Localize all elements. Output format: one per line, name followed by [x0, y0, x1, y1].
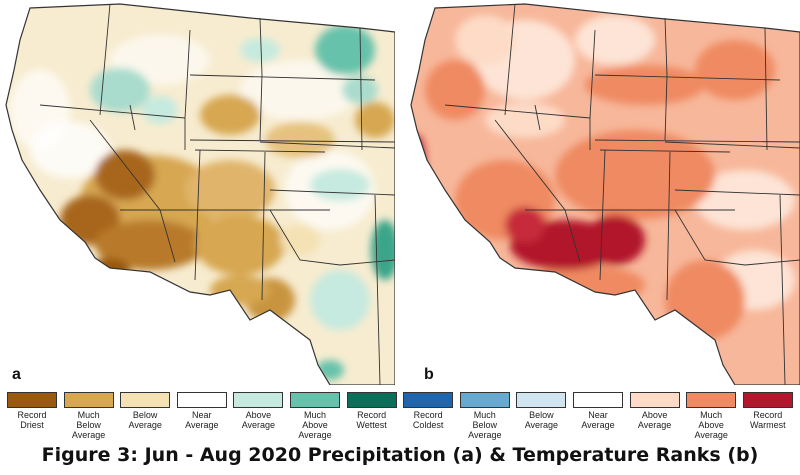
figure-caption: Figure 3: Jun - Aug 2020 Precipitation (… [41, 444, 759, 466]
legend-swatch [629, 392, 680, 408]
legend-item: Much Below Average [459, 392, 510, 440]
precipitation-map-svg [0, 0, 395, 385]
legend-label: Much Below Average [468, 410, 502, 440]
color-legend: Record Driest Much Below Average Below Ave… [7, 392, 797, 442]
legend-swatch [573, 392, 623, 408]
legend-item: Record Driest [7, 392, 57, 430]
legend-item: Above Average [629, 392, 680, 430]
panel-label-b: b [424, 366, 434, 383]
legend-item: Record Wettest [346, 392, 397, 430]
legend-swatch [403, 392, 454, 408]
legend-swatch [233, 392, 284, 408]
temperature-map-svg [405, 0, 800, 385]
legend-item: Below Average [516, 392, 567, 430]
legend-label: Record Warmest [749, 410, 786, 430]
legend-item: Record Warmest [742, 392, 793, 430]
legend-item: Record Coldest [403, 392, 454, 430]
panel-label-a: a [12, 366, 21, 383]
legend-label: Below Average [524, 410, 559, 430]
legend-label: Near Average [581, 410, 615, 430]
legend-label: Much Above Average [298, 410, 332, 440]
legend-swatch [63, 392, 114, 408]
legend-label: Record Coldest [412, 410, 444, 430]
legend-swatch [742, 392, 793, 408]
legend-label: Much Above Average [694, 410, 728, 440]
legend-swatch [346, 392, 397, 408]
legend-swatch [7, 392, 57, 408]
legend-item: Below Average [120, 392, 171, 430]
legend-swatch [120, 392, 171, 408]
legend-label: Record Driest [17, 410, 47, 430]
legend-swatch [459, 392, 510, 408]
legend-item: Near Average [573, 392, 623, 430]
legend-swatch [686, 392, 737, 408]
legend-label: Near Average [185, 410, 219, 430]
legend-item: Near Average [176, 392, 227, 430]
legend-item: Much Above Average [290, 392, 340, 440]
legend-swatch [516, 392, 567, 408]
legend-swatch [290, 392, 340, 408]
temperature-rank-map [405, 0, 800, 385]
legend-item: Much Below Average [63, 392, 114, 440]
legend-swatch [176, 392, 227, 408]
legend-label: Below Average [128, 410, 162, 430]
legend-label: Much Below Average [71, 410, 106, 440]
legend-label: Above Average [637, 410, 672, 430]
legend-item: Much Above Average [686, 392, 737, 440]
precipitation-rank-map [0, 0, 395, 385]
legend-label: Record Wettest [356, 410, 387, 430]
legend-label: Above Average [241, 410, 276, 430]
legend-item: Above Average [233, 392, 284, 430]
